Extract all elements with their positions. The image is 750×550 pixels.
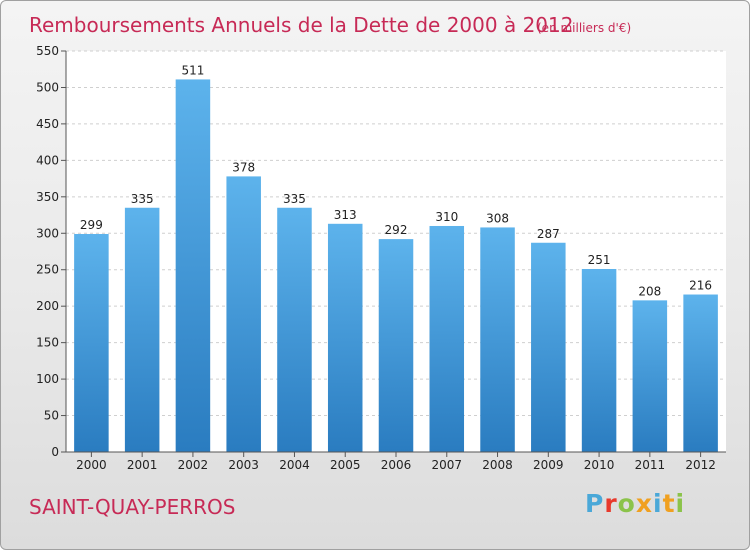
bar-2009 xyxy=(531,242,566,452)
y-axis: 0 50 100 150 200 250 300 350 400 450 500 550 xyxy=(36,44,66,459)
y-tick-label: 550 xyxy=(36,44,59,58)
data-labels: 299 335 511 378 335 313 292 310 308 287 251 208 216 xyxy=(80,63,712,298)
logo-letter: P xyxy=(585,489,605,518)
y-tick-label: 250 xyxy=(36,263,59,277)
logo-letter: i xyxy=(675,489,686,518)
y-tick-label: 350 xyxy=(36,190,59,204)
bar-2010 xyxy=(581,268,617,452)
bar-2005 xyxy=(327,223,363,452)
x-tick-label-2012: 2012 xyxy=(685,458,716,472)
bar-2000 xyxy=(74,234,109,452)
proxiti-logo[interactable]: Proxiti xyxy=(585,489,685,518)
value-label-2002: 511 xyxy=(181,63,204,77)
x-tick-label-2003: 2003 xyxy=(228,458,259,472)
x-tick-label-2001: 2001 xyxy=(127,458,158,472)
bar-2003 xyxy=(226,176,261,453)
logo-letter: t xyxy=(662,489,676,518)
x-tick-label-2000: 2000 xyxy=(76,458,107,472)
bar-2002 xyxy=(175,79,211,453)
logo-letter: o xyxy=(617,489,636,518)
value-label-2003: 378 xyxy=(232,160,255,174)
value-label-2010: 251 xyxy=(588,253,611,267)
value-label-2011: 208 xyxy=(638,284,661,298)
x-tick-label-2008: 2008 xyxy=(482,458,513,472)
x-tick-label-2002: 2002 xyxy=(178,458,209,472)
y-tick-label: 450 xyxy=(36,117,59,131)
value-label-2009: 287 xyxy=(537,227,560,241)
bar-2011 xyxy=(632,300,668,452)
bar-2007 xyxy=(429,225,465,452)
x-tick-label-2010: 2010 xyxy=(584,458,615,472)
chart-unit: (en milliers d'€) xyxy=(537,21,631,35)
bar-2006 xyxy=(378,239,414,452)
x-tick-label-2011: 2011 xyxy=(635,458,666,472)
logo-letter: i xyxy=(653,489,663,518)
town-name: SAINT-QUAY-PERROS xyxy=(29,495,236,519)
y-tick-label: 50 xyxy=(44,409,59,423)
bar-2001 xyxy=(124,207,160,452)
x-tick-label-2006: 2006 xyxy=(381,458,412,472)
x-tick-label-2004: 2004 xyxy=(279,458,310,472)
logo-letter: r xyxy=(604,489,618,518)
bar-2008 xyxy=(480,227,515,452)
value-label-2006: 292 xyxy=(385,223,408,237)
y-tick-label: 0 xyxy=(51,445,59,459)
logo-letter: x xyxy=(635,489,653,518)
x-tick-label-2005: 2005 xyxy=(330,458,361,472)
x-axis: 2000 2001 2002 2003 2004 2005 2006 2007 2008 2009… xyxy=(76,452,716,472)
value-label-2005: 313 xyxy=(334,208,357,222)
y-tick-label: 300 xyxy=(36,226,59,240)
bar-2012 xyxy=(683,294,718,452)
x-tick-label-2007: 2007 xyxy=(431,458,462,472)
value-label-2000: 299 xyxy=(80,218,103,232)
value-label-2012: 216 xyxy=(689,279,712,293)
y-tick-label: 200 xyxy=(36,299,59,313)
value-label-2001: 335 xyxy=(131,192,154,206)
bar-2004 xyxy=(277,207,312,452)
value-label-2004: 335 xyxy=(283,192,306,206)
y-tick-label: 400 xyxy=(36,153,59,167)
y-tick-label: 500 xyxy=(36,80,59,94)
chart-title: Remboursements Annuels de la Dette de 20… xyxy=(29,13,573,37)
value-label-2008: 308 xyxy=(486,211,509,225)
bars xyxy=(74,79,718,453)
y-tick-label: 100 xyxy=(36,372,59,386)
x-tick-label-2009: 2009 xyxy=(533,458,564,472)
value-label-2007: 310 xyxy=(435,210,458,224)
y-tick-label: 150 xyxy=(36,336,59,350)
